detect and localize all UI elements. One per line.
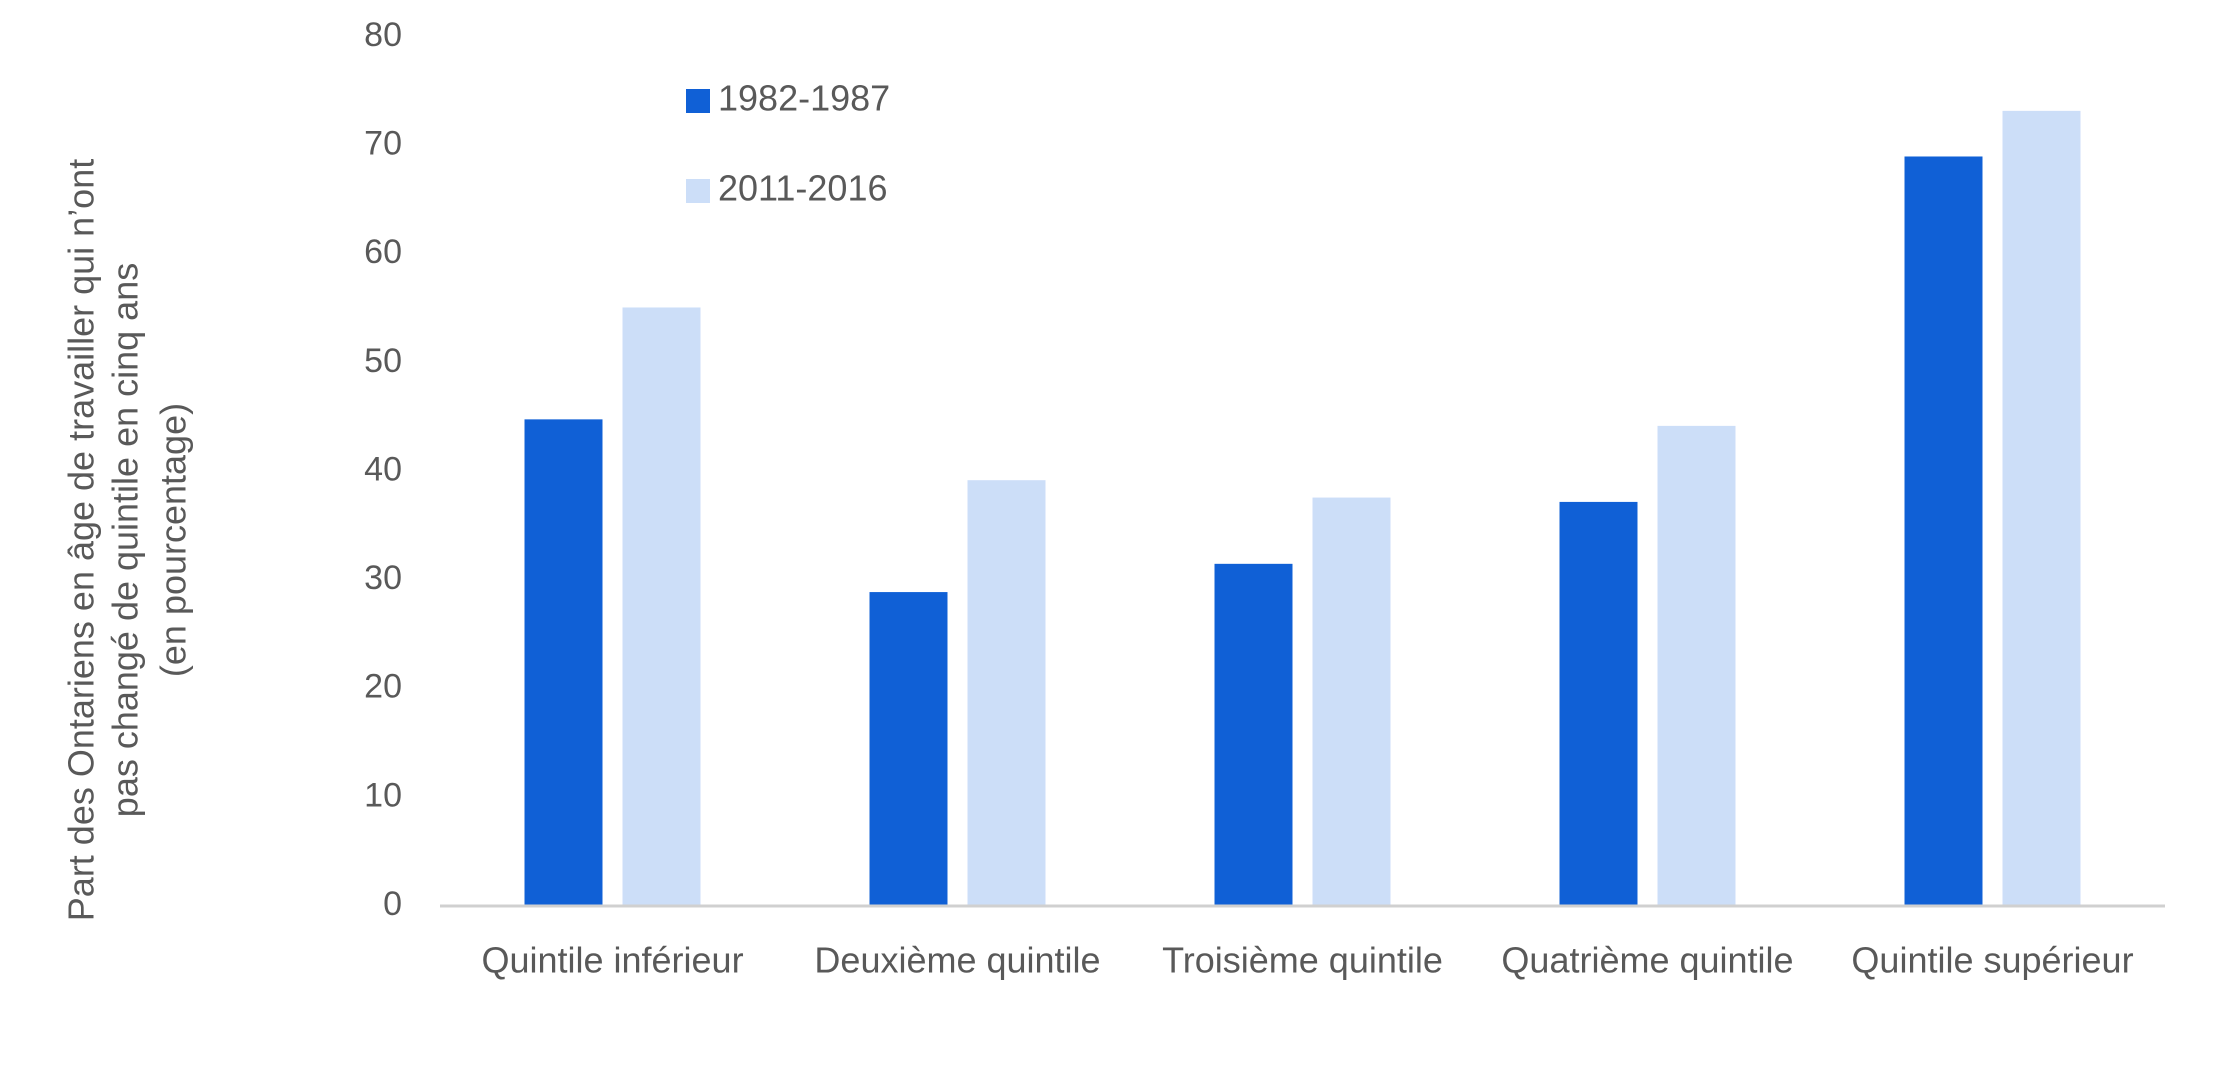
bar-series-1: [1904, 156, 1983, 907]
x-category-label: Troisième quintile: [1162, 940, 1443, 981]
x-category-label: Quintile inférieur: [481, 940, 743, 981]
bar-series-1: [524, 419, 603, 906]
x-category-label: Quintile supérieur: [1851, 940, 2133, 981]
bar-series-2: [622, 307, 701, 906]
legend-label: 1982-1987: [718, 78, 890, 119]
y-tick-label: 40: [364, 450, 402, 488]
bar-series-1: [1559, 501, 1638, 906]
legend-swatch: [686, 89, 710, 113]
y-tick-label: 60: [364, 233, 402, 271]
legend-label: 2011-2016: [718, 168, 888, 209]
y-axis-label-line: Part des Ontariens en âge de travailler …: [61, 159, 102, 921]
y-tick-label: 70: [364, 125, 402, 163]
x-category-label: Quatrième quintile: [1501, 940, 1793, 981]
y-tick-label: 30: [364, 559, 402, 597]
bar-series-2: [2002, 110, 2081, 907]
x-axis-categories: Quintile inférieur Deuxième quintile Trois…: [481, 940, 2133, 981]
legend-swatch: [686, 179, 710, 203]
bar-series-1: [869, 592, 948, 906]
bar-series-2: [1312, 497, 1391, 906]
bar-series-2: [967, 480, 1046, 906]
bars: [524, 110, 2081, 907]
y-axis-ticks: 0 10 20 30 40 50 60 70 80: [364, 16, 402, 923]
y-axis-label: Part des Ontariens en âge de travailler …: [61, 159, 194, 921]
y-tick-label: 80: [364, 16, 402, 54]
y-axis-label-line: pas changé de quintile en cinq ans: [105, 263, 146, 817]
bar-series-2: [1657, 425, 1736, 906]
y-axis-label-line: (en pourcentage): [153, 403, 194, 677]
y-tick-label: 0: [383, 885, 402, 923]
legend: 1982-1987 2011-2016: [686, 78, 890, 209]
x-category-label: Deuxième quintile: [814, 940, 1100, 981]
y-tick-label: 10: [364, 776, 402, 814]
bar-series-1: [1214, 563, 1293, 906]
y-tick-label: 20: [364, 668, 402, 706]
y-tick-label: 50: [364, 342, 402, 380]
